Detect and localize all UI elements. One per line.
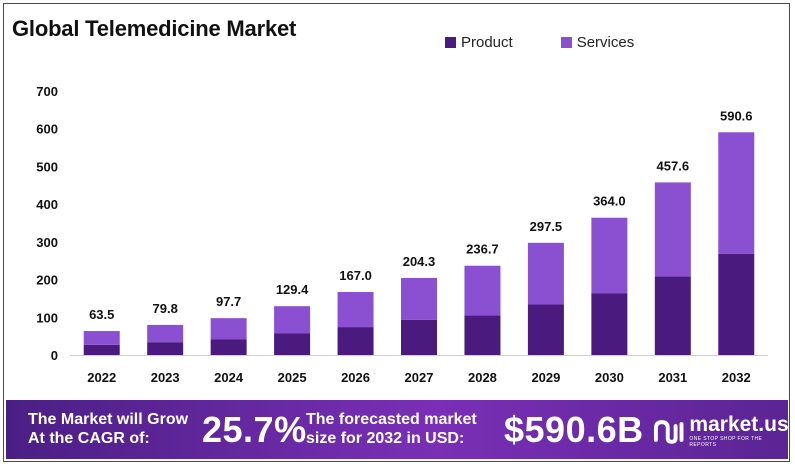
bar-product-2026 xyxy=(337,327,374,355)
bar-product-2029 xyxy=(527,304,564,355)
x-tick-label-2028: 2028 xyxy=(468,370,497,385)
stacked-bar-chart: 0 100 200 300 400 500 600 700 63.5 2022 79.8 2023 97… xyxy=(36,84,768,385)
bar-product-2023 xyxy=(147,342,184,355)
data-label-2029: 297.5 xyxy=(530,219,563,234)
bar-services-2025 xyxy=(274,306,311,334)
x-tick-label-2023: 2023 xyxy=(151,370,180,385)
bar-product-2025 xyxy=(274,333,311,355)
x-tick-label-2032: 2032 xyxy=(722,370,751,385)
y-tick-label: 200 xyxy=(36,273,58,288)
y-tick-label: 0 xyxy=(51,348,58,363)
logo-tagline: ONE STOP SHOP FOR THE REPORTS xyxy=(689,436,763,448)
x-tick-label-2030: 2030 xyxy=(595,370,624,385)
bar-product-2027 xyxy=(401,319,437,355)
x-tick-label-2029: 2029 xyxy=(531,370,560,385)
forecast-value: $590.6B xyxy=(504,409,644,450)
chart-title: Global Telemedicine Market xyxy=(12,16,297,41)
bar-services-2031 xyxy=(654,182,691,277)
bar-services-2028 xyxy=(464,265,501,316)
bar-product-2030 xyxy=(591,293,628,355)
legend-swatch-product xyxy=(445,37,456,48)
data-label-2026: 167.0 xyxy=(339,268,372,283)
bar-services-2029 xyxy=(527,242,564,305)
summary-banner: The Market will Grow At the CAGR of: 25.… xyxy=(6,400,789,459)
legend-label-product: Product xyxy=(461,34,513,51)
legend-item-product: Product xyxy=(445,34,513,51)
cagr-value: 25.7% xyxy=(202,409,307,450)
legend-item-services: Services xyxy=(560,34,635,51)
bar-services-2032 xyxy=(718,132,755,254)
y-tick-label: 600 xyxy=(36,122,58,137)
data-label-2022: 63.5 xyxy=(89,307,114,322)
cagr-label: The Market will Grow At the CAGR of: xyxy=(28,411,189,447)
bar-product-2028 xyxy=(464,315,501,355)
logo-name: market.us xyxy=(689,413,789,436)
x-tick-label-2026: 2026 xyxy=(341,370,370,385)
bar-product-2024 xyxy=(210,339,247,355)
x-tick-label-2024: 2024 xyxy=(214,370,244,385)
data-label-2027: 204.3 xyxy=(403,254,436,269)
bar-services-2030 xyxy=(591,217,628,294)
bar-services-2022 xyxy=(83,331,120,345)
market-us-logo[interactable]: market.us ONE STOP SHOP FOR THE REPORTS xyxy=(652,414,789,448)
bar-services-2023 xyxy=(147,324,184,343)
bar-product-2032 xyxy=(718,253,755,355)
y-tick-label: 400 xyxy=(36,197,58,212)
y-tick-label: 100 xyxy=(36,310,58,325)
legend-swatch-services xyxy=(560,37,572,48)
data-label-2023: 79.8 xyxy=(153,301,178,316)
legend-label-services: Services xyxy=(576,34,635,51)
market-us-logo-icon xyxy=(653,420,684,444)
x-tick-label-2022: 2022 xyxy=(87,370,116,385)
data-label-2028: 236.7 xyxy=(466,242,499,257)
data-label-2030: 364.0 xyxy=(593,194,626,209)
y-tick-label: 700 xyxy=(36,84,58,99)
y-tick-label: 300 xyxy=(36,235,58,250)
bar-services-2027 xyxy=(401,277,437,320)
chart-legend: Product Services xyxy=(445,34,634,51)
data-label-2032: 590.6 xyxy=(720,108,753,123)
forecast-label: The forecasted market size for 2032 in U… xyxy=(306,411,477,447)
bar-services-2026 xyxy=(337,292,374,328)
bar-product-2022 xyxy=(83,344,120,355)
bar-product-2031 xyxy=(654,276,691,355)
x-tick-label-2031: 2031 xyxy=(658,370,687,385)
data-label-2025: 129.4 xyxy=(276,282,309,297)
x-tick-label-2025: 2025 xyxy=(278,370,307,385)
x-tick-label-2027: 2027 xyxy=(405,370,434,385)
data-label-2024: 97.7 xyxy=(216,294,241,309)
bar-services-2024 xyxy=(210,318,247,340)
data-label-2031: 457.6 xyxy=(657,158,690,173)
y-tick-label: 500 xyxy=(36,159,58,174)
